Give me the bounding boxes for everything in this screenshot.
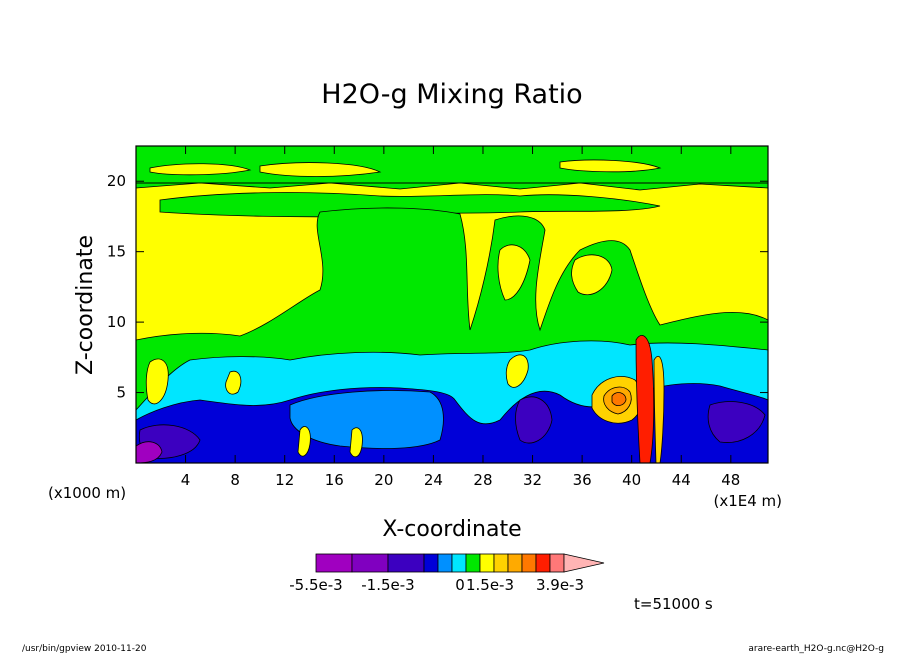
- colorbar-swatch: [535, 553, 551, 573]
- chart-title: H2O-g Mixing Ratio: [321, 79, 582, 110]
- navy-pocket: [515, 396, 553, 444]
- x-tick-label: 20: [374, 471, 393, 489]
- contour-field: [136, 146, 768, 463]
- x-tick-label: 8: [230, 471, 240, 489]
- x-tick-label: 40: [622, 471, 641, 489]
- colorbar-swatch: [479, 553, 495, 573]
- x-tick-label: 36: [573, 471, 592, 489]
- x-tick-label: 28: [473, 471, 492, 489]
- x-tick-label: 16: [325, 471, 344, 489]
- x-tick-label: 4: [181, 471, 191, 489]
- warm-anomaly: [611, 392, 627, 406]
- colorbar-swatch: [507, 553, 523, 573]
- y-tick-label: 5: [116, 384, 126, 402]
- upper-yellow-patch: [259, 162, 382, 177]
- x-axis-title: X-coordinate: [382, 517, 521, 542]
- x-tick-label: 32: [523, 471, 542, 489]
- y-tick-label: 10: [107, 313, 126, 331]
- colorbar-swatch: [437, 553, 453, 573]
- yellow-pocket: [497, 244, 531, 301]
- navy-pocket: [707, 401, 766, 443]
- x-tick-label: 48: [721, 471, 740, 489]
- colorbar-swatch: [549, 553, 565, 573]
- colorbar-swatch: [315, 553, 353, 573]
- colorbar-swatch: [423, 553, 439, 573]
- surface-plume: [297, 426, 311, 457]
- x-axis: 4 8 12 16 20 24 28 32 36 40 44 48: [181, 146, 740, 489]
- yellow-pocket: [571, 254, 613, 296]
- upper-green-band: [136, 146, 768, 191]
- colorbar: -5.5e-3 -1.5e-3 0 1.5e-3 3.9e-3: [289, 553, 605, 594]
- colorbar-label: -5.5e-3: [289, 576, 342, 594]
- x-unit-right: (x1E4 m): [713, 492, 782, 510]
- colorbar-swatch: [351, 553, 389, 573]
- upper-yellow-patch: [149, 163, 252, 176]
- colorbar-arrow: [563, 553, 605, 573]
- footer-left: /usr/bin/gpview 2010-11-20: [22, 644, 147, 654]
- colorbar-label: -1.5e-3: [361, 576, 414, 594]
- colorbar-label: 3.9e-3: [536, 576, 584, 594]
- light-blue-pocket: [289, 390, 444, 449]
- x-tick-label: 24: [424, 471, 443, 489]
- colorbar-label: 1.5e-3: [466, 576, 514, 594]
- convective-column: [653, 355, 665, 463]
- surface-plume: [349, 427, 363, 458]
- x-tick-label: 12: [275, 471, 294, 489]
- y-tick-label: 15: [107, 243, 126, 261]
- colorbar-swatch: [451, 553, 467, 573]
- y-axis: 5 10 15 20: [107, 172, 768, 402]
- plume: [145, 358, 169, 405]
- colorbar-swatch: [465, 553, 481, 573]
- colorbar-swatch: [387, 553, 425, 573]
- plume: [505, 354, 529, 388]
- colorbar-swatch: [493, 553, 509, 573]
- upper-yellow-patch: [559, 159, 662, 173]
- y-tick-label: 20: [107, 172, 126, 190]
- footer-right: arare-earth_H2O-g.nc@H2O-g: [748, 644, 884, 654]
- x-tick-label: 44: [672, 471, 691, 489]
- colorbar-label: 0: [455, 576, 465, 594]
- colorbar-swatch: [521, 553, 537, 573]
- x-unit-left: (x1000 m): [48, 484, 126, 502]
- time-label: t=51000 s: [634, 595, 713, 613]
- y-axis-title: Z-coordinate: [73, 235, 98, 375]
- plot-frame: [135, 145, 769, 464]
- convective-column: [635, 335, 655, 463]
- plume: [225, 370, 242, 395]
